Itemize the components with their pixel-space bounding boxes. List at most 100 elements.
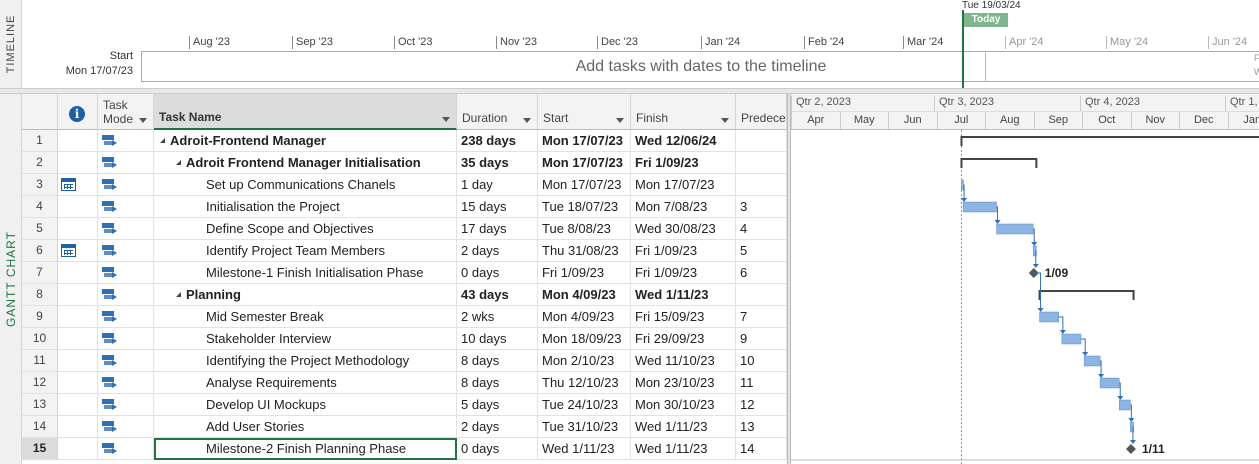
task-bar[interactable] <box>962 201 997 213</box>
duration-cell[interactable]: 10 days <box>457 328 538 350</box>
task-name-cell[interactable]: Milestone-1 Finish Initialisation Phase <box>154 262 457 284</box>
indicators-cell[interactable] <box>58 306 98 328</box>
start-cell[interactable]: Mon 17/07/23 <box>538 130 631 152</box>
duration-cell[interactable]: 2 wks <box>457 306 538 328</box>
pane-splitter[interactable] <box>0 88 1259 94</box>
finish-cell[interactable]: Wed 1/11/23 <box>631 416 736 438</box>
finish-cell[interactable]: Mon 7/08/23 <box>631 196 736 218</box>
table-row[interactable]: 2 Adroit Frontend Manager Initialisation 3… <box>22 152 787 174</box>
column-header-indicators[interactable]: i <box>58 94 98 130</box>
table-row[interactable]: 13 Develop UI Mockups 5 days Tue 24/10/23 Mo… <box>22 394 787 416</box>
task-bar[interactable] <box>961 179 964 191</box>
row-id[interactable]: 6 <box>22 240 58 262</box>
duration-cell[interactable]: 238 days <box>457 130 538 152</box>
finish-cell[interactable]: Wed 1/11/23 <box>631 284 736 306</box>
task-mode-cell[interactable] <box>98 306 154 328</box>
timeline-pane[interactable]: TIMELINE Aug '23 Sep '23 Oct '23 Nov '23 Dec… <box>0 0 1259 88</box>
predecessors-cell[interactable]: 7 <box>736 306 787 328</box>
task-name-cell[interactable]: Initialisation the Project <box>154 196 457 218</box>
predecessors-cell[interactable]: 6 <box>736 262 787 284</box>
start-cell[interactable]: Tue 31/10/23 <box>538 416 631 438</box>
gantt-chart[interactable]: Qtr 2, 2023 Qtr 3, 2023 Qtr 4, 2023 Qtr 1, A… <box>791 94 1259 464</box>
task-name-cell[interactable]: Adroit-Frontend Manager <box>154 130 457 152</box>
table-row[interactable]: 3 Set up Communications Chanels 1 day Mon 1… <box>22 174 787 196</box>
task-name-cell[interactable]: Analyse Requirements <box>154 372 457 394</box>
table-row[interactable]: 8 Planning 43 days Mon 4/09/23 Wed 1/11/23 <box>22 284 787 306</box>
table-row[interactable]: 11 Identifying the Project Methodology 8 d… <box>22 350 787 372</box>
finish-cell[interactable]: Fri 29/09/23 <box>631 328 736 350</box>
indicators-cell[interactable] <box>58 438 98 460</box>
select-all-corner[interactable] <box>22 94 58 130</box>
finish-cell[interactable]: Fri 1/09/23 <box>631 240 736 262</box>
task-mode-cell[interactable] <box>98 240 154 262</box>
table-row[interactable]: 4 Initialisation the Project 15 days Tue 18… <box>22 196 787 218</box>
table-row[interactable]: 9 Mid Semester Break 2 wks Mon 4/09/23 Fri 1… <box>22 306 787 328</box>
predecessors-cell[interactable] <box>736 284 787 306</box>
start-cell[interactable]: Thu 12/10/23 <box>538 372 631 394</box>
task-mode-cell[interactable] <box>98 174 154 196</box>
start-cell[interactable]: Thu 31/08/23 <box>538 240 631 262</box>
indicators-cell[interactable] <box>58 284 98 306</box>
dropdown-arrow-icon[interactable] <box>139 118 147 123</box>
task-bar[interactable] <box>1118 399 1131 411</box>
task-bar[interactable] <box>1061 333 1082 345</box>
predecessors-cell[interactable]: 14 <box>736 438 787 460</box>
timeline-tab[interactable]: TIMELINE <box>0 0 22 88</box>
task-name-cell[interactable]: Identify Project Team Members <box>154 240 457 262</box>
duration-cell[interactable]: 0 days <box>457 262 538 284</box>
start-cell[interactable]: Tue 8/08/23 <box>538 218 631 240</box>
start-cell[interactable]: Mon 17/07/23 <box>538 174 631 196</box>
duration-cell[interactable]: 8 days <box>457 372 538 394</box>
predecessors-cell[interactable]: 4 <box>736 218 787 240</box>
timeline-bar[interactable]: Add tasks with dates to the timeline <box>141 51 1259 82</box>
duration-cell[interactable]: 15 days <box>457 196 538 218</box>
row-id[interactable]: 9 <box>22 306 58 328</box>
predecessors-cell[interactable]: 3 <box>736 196 787 218</box>
column-header-predecessors[interactable]: Predecess <box>736 94 787 130</box>
indicators-cell[interactable] <box>58 130 98 152</box>
column-header-start[interactable]: Start <box>538 94 631 130</box>
row-id[interactable]: 15 <box>22 438 58 460</box>
start-cell[interactable]: Mon 18/09/23 <box>538 328 631 350</box>
duration-cell[interactable]: 17 days <box>457 218 538 240</box>
row-id[interactable]: 11 <box>22 350 58 372</box>
task-name-cell[interactable]: Stakeholder Interview <box>154 328 457 350</box>
duration-cell[interactable]: 8 days <box>457 350 538 372</box>
row-id[interactable]: 12 <box>22 372 58 394</box>
duration-cell[interactable]: 43 days <box>457 284 538 306</box>
task-mode-cell[interactable] <box>98 218 154 240</box>
task-mode-cell[interactable] <box>98 328 154 350</box>
indicators-cell[interactable] <box>58 174 98 196</box>
table-row[interactable]: 1 Adroit-Frontend Manager 238 days Mon 17/0… <box>22 130 787 152</box>
column-header-duration[interactable]: Duration <box>457 94 538 130</box>
duration-cell[interactable]: 35 days <box>457 152 538 174</box>
predecessors-cell[interactable] <box>736 130 787 152</box>
finish-cell[interactable]: Wed 12/06/24 <box>631 130 736 152</box>
indicators-cell[interactable] <box>58 416 98 438</box>
row-id[interactable]: 8 <box>22 284 58 306</box>
column-header-task-mode[interactable]: Task Mode <box>98 94 154 130</box>
indicators-cell[interactable] <box>58 372 98 394</box>
predecessors-cell[interactable]: 11 <box>736 372 787 394</box>
finish-cell[interactable]: Fri 1/09/23 <box>631 262 736 284</box>
finish-cell[interactable]: Mon 17/07/23 <box>631 174 736 196</box>
predecessors-cell[interactable]: 5 <box>736 240 787 262</box>
task-name-cell[interactable]: Planning <box>154 284 457 306</box>
start-cell[interactable]: Tue 24/10/23 <box>538 394 631 416</box>
start-cell[interactable]: Tue 18/07/23 <box>538 196 631 218</box>
dropdown-arrow-icon[interactable] <box>721 118 729 123</box>
task-name-cell[interactable]: Develop UI Mockups <box>154 394 457 416</box>
finish-cell[interactable]: Wed 11/10/23 <box>631 350 736 372</box>
start-cell[interactable]: Wed 1/11/23 <box>538 438 631 460</box>
task-mode-cell[interactable] <box>98 416 154 438</box>
dropdown-arrow-icon[interactable] <box>523 118 531 123</box>
task-name-cell[interactable]: Mid Semester Break <box>154 306 457 328</box>
row-id[interactable]: 13 <box>22 394 58 416</box>
indicators-cell[interactable] <box>58 394 98 416</box>
task-mode-cell[interactable] <box>98 262 154 284</box>
collapse-toggle-icon[interactable] <box>160 138 165 143</box>
task-name-cell[interactable]: Milestone-2 Finish Planning Phase <box>154 438 457 460</box>
column-header-task-name[interactable]: Task Name <box>154 94 457 130</box>
indicators-cell[interactable] <box>58 196 98 218</box>
task-bar[interactable] <box>1039 311 1059 323</box>
